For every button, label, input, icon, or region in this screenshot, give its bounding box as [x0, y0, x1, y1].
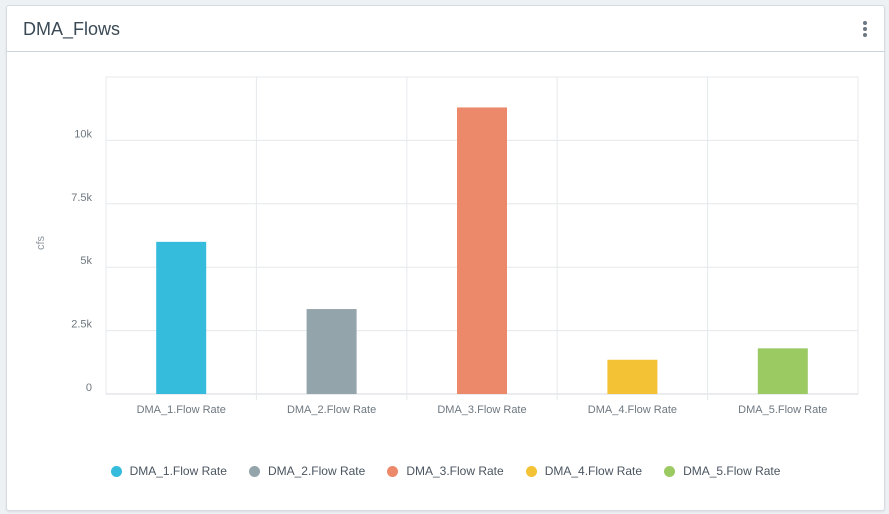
- x-tick-label: DMA_1.Flow Rate: [137, 404, 226, 416]
- y-tick-label: 0: [86, 382, 92, 394]
- page-title: DMA_Flows: [23, 19, 121, 39]
- legend-item[interactable]: DMA_3.Flow Rate: [387, 464, 504, 478]
- kebab-menu-icon[interactable]: [858, 20, 872, 40]
- legend-swatch: [387, 465, 399, 477]
- x-tick-label: DMA_2.Flow Rate: [287, 404, 376, 416]
- x-tick-label: DMA_4.Flow Rate: [588, 404, 677, 416]
- bar-chart: 0 2.5k 5k 7.5k 10k DMA_1.Flow Rate DMA_2.Flow…: [35, 76, 859, 416]
- legend-label: DMA_2.Flow Rate: [267, 464, 366, 478]
- legend-label: DMA_4.Flow Rate: [544, 464, 643, 478]
- card-header: DMA_Flows: [7, 6, 884, 52]
- x-axis-ticks: DMA_1.Flow Rate DMA_2.Flow Rate DMA_3.Flow…: [137, 404, 828, 416]
- legend-swatch: [664, 465, 676, 477]
- legend-item[interactable]: DMA_4.Flow Rate: [525, 464, 643, 478]
- bar-dma-1-flow-rate[interactable]: [156, 241, 207, 394]
- y-tick-label: 7.5k: [71, 192, 92, 204]
- legend-item[interactable]: DMA_2.Flow Rate: [248, 464, 366, 478]
- kebab-dot: [863, 21, 867, 25]
- y-axis-ticks: 0 2.5k 5k 7.5k 10k: [71, 128, 92, 394]
- x-tick-label: DMA_3.Flow Rate: [437, 404, 526, 416]
- legend-swatch: [525, 465, 537, 477]
- bars: [156, 107, 808, 394]
- kebab-dot: [863, 33, 867, 37]
- legend-item[interactable]: DMA_1.Flow Rate: [110, 464, 227, 478]
- legend-label: DMA_1.Flow Rate: [129, 464, 227, 478]
- legend-item[interactable]: DMA_5.Flow Rate: [664, 464, 780, 478]
- legend-swatch: [110, 465, 122, 477]
- y-tick-label: 10k: [74, 128, 92, 140]
- y-axis-label: cfs: [35, 235, 47, 250]
- legend: DMA_1.Flow Rate DMA_2.Flow Rate DMA_3.Flow…: [7, 461, 884, 481]
- y-tick-label: 5k: [80, 255, 92, 267]
- grid: [105, 76, 859, 400]
- legend-label: DMA_5.Flow Rate: [683, 464, 781, 478]
- legend-label: DMA_3.Flow Rate: [406, 464, 504, 478]
- bar-dma-5-flow-rate[interactable]: [757, 348, 808, 394]
- legend-swatch: [248, 465, 260, 477]
- bar-dma-2-flow-rate[interactable]: [306, 309, 357, 394]
- y-tick-label: 2.5k: [71, 319, 92, 331]
- x-tick-label: DMA_5.Flow Rate: [738, 404, 827, 416]
- bar-dma-4-flow-rate[interactable]: [607, 359, 658, 394]
- kebab-dot: [863, 27, 867, 31]
- bar-dma-3-flow-rate[interactable]: [457, 107, 507, 394]
- chart-card: DMA_Flows 0 2.5k 5k 7.5k 10k DMA_1.Flow Rate…: [6, 5, 885, 511]
